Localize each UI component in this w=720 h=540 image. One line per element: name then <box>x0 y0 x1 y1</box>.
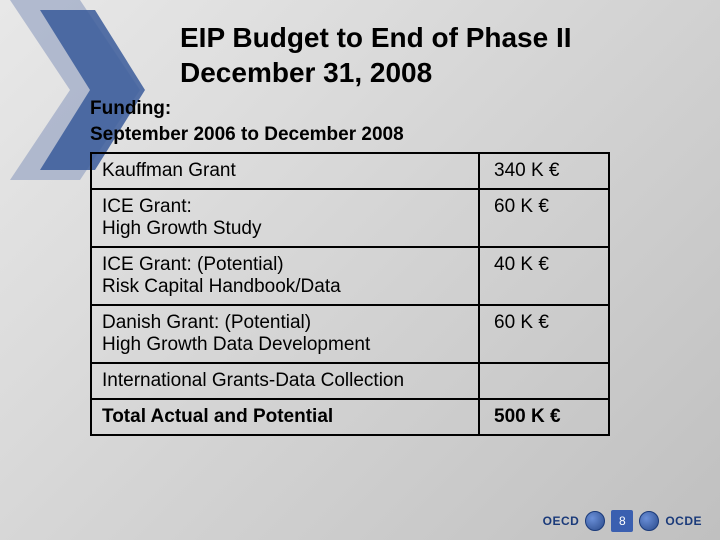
total-amount: 500 K € <box>479 399 609 435</box>
row-amount: 60 K € <box>479 305 609 363</box>
table-row: International Grants-Data Collection <box>91 363 609 399</box>
table-row: Danish Grant: (Potential) High Growth Da… <box>91 305 609 363</box>
page-number-badge: 8 <box>611 510 633 532</box>
row-label: ICE Grant: (Potential) Risk Capital Hand… <box>91 247 479 305</box>
row-label: ICE Grant: High Growth Study <box>91 189 479 247</box>
total-label: Total Actual and Potential <box>91 399 479 435</box>
table-row: Kauffman Grant340 K € <box>91 153 609 189</box>
row-amount: 40 K € <box>479 247 609 305</box>
oecd-logo-text: OECD <box>543 514 580 528</box>
footer: OECD 8 OCDE <box>543 510 702 532</box>
row-label: Kauffman Grant <box>91 153 479 189</box>
table-row: ICE Grant: High Growth Study60 K € <box>91 189 609 247</box>
row-label: Danish Grant: (Potential) High Growth Da… <box>91 305 479 363</box>
ocde-globe-icon <box>639 511 659 531</box>
row-amount: 60 K € <box>479 189 609 247</box>
table-row-total: Total Actual and Potential500 K € <box>91 399 609 435</box>
row-amount: 340 K € <box>479 153 609 189</box>
funding-subheading: Funding: <box>90 98 680 120</box>
oecd-globe-icon <box>585 511 605 531</box>
ocde-logo-text: OCDE <box>665 514 702 528</box>
table-row: ICE Grant: (Potential) Risk Capital Hand… <box>91 247 609 305</box>
title-line-1: EIP Budget to End of Phase II <box>180 22 572 53</box>
row-label: International Grants-Data Collection <box>91 363 479 399</box>
slide-title: EIP Budget to End of Phase II December 3… <box>180 20 680 90</box>
title-line-2: December 31, 2008 <box>180 57 432 88</box>
row-amount <box>479 363 609 399</box>
funding-daterange: September 2006 to December 2008 <box>90 124 680 146</box>
funding-table: Kauffman Grant340 K €ICE Grant: High Gro… <box>90 152 610 436</box>
